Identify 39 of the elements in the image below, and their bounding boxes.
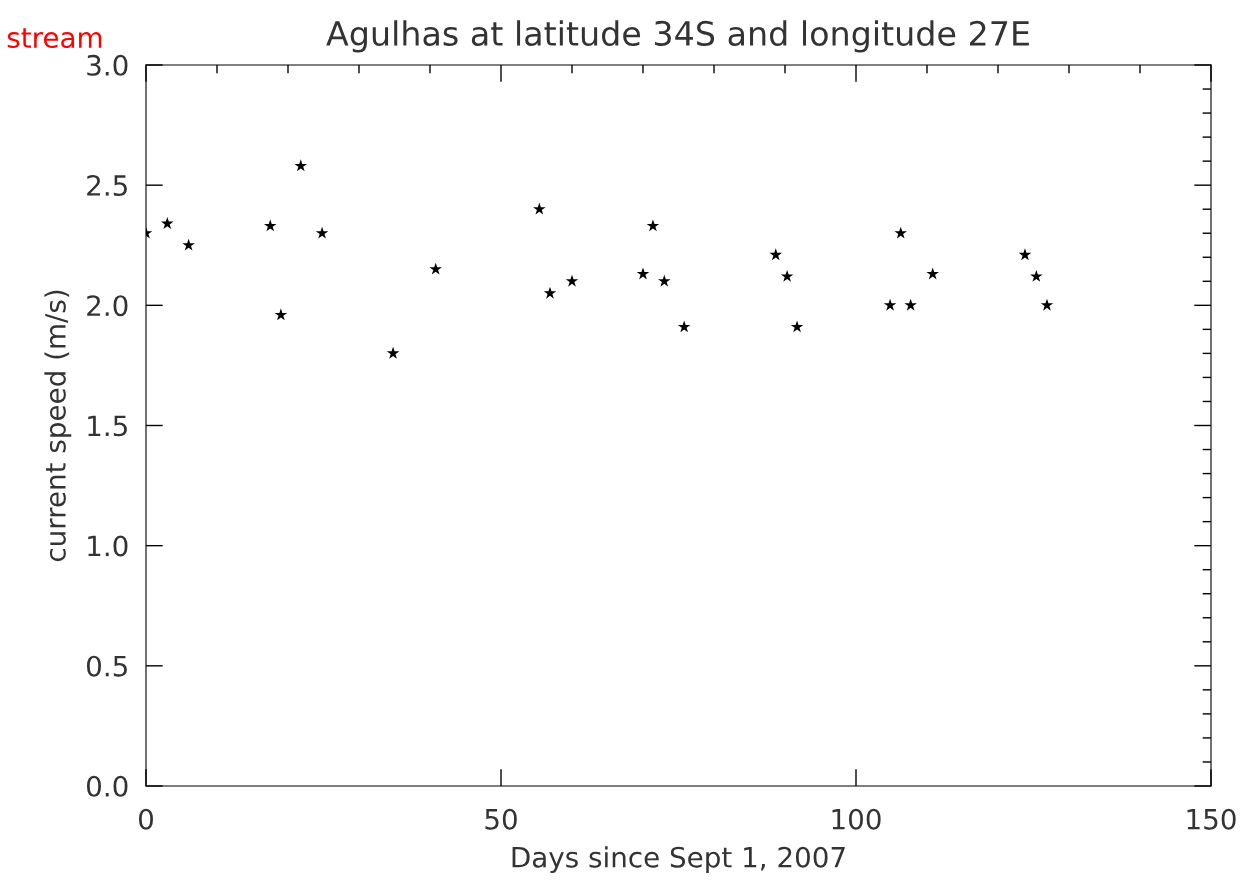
- point: [677, 320, 691, 333]
- point: [182, 238, 195, 251]
- point: [533, 202, 546, 215]
- point: [263, 219, 277, 232]
- point: [543, 286, 557, 299]
- x-tick-label: 50: [485, 808, 517, 830]
- x-tick-label: 100: [832, 808, 881, 830]
- point: [658, 274, 671, 287]
- y-tick-label: 0.0: [86, 775, 128, 797]
- point: [274, 308, 288, 321]
- point: [926, 267, 939, 280]
- x-axis-title: Days since Sept 1, 2007: [512, 846, 845, 874]
- y-tick-label: 1.0: [88, 535, 128, 557]
- point: [883, 298, 897, 311]
- x-tick-label: 150: [1187, 808, 1236, 830]
- point: [790, 320, 804, 333]
- point: [1040, 298, 1054, 311]
- point: [429, 262, 442, 275]
- x-tick-label: 0: [138, 808, 153, 830]
- y-tick-label: 3.0: [87, 54, 128, 76]
- point: [315, 226, 329, 239]
- point: [565, 274, 579, 287]
- text: stream: [7, 28, 102, 49]
- y-tick-label: 2.5: [87, 174, 127, 196]
- y-tick-label: 2.0: [87, 295, 128, 317]
- point: [646, 219, 660, 232]
- chart-title: Agulhas at latitude 34S and longitude 27E: [326, 20, 1029, 53]
- point: [294, 159, 308, 172]
- y-axis-title: current speed (m/s): [44, 290, 72, 562]
- point: [769, 248, 783, 261]
- point: [904, 298, 917, 311]
- y-tick-label: 0.5: [86, 655, 127, 677]
- point: [1030, 269, 1043, 282]
- point: [894, 226, 907, 239]
- y-tick-label: 1.5: [88, 415, 127, 437]
- point: [386, 346, 400, 359]
- point: [780, 269, 794, 282]
- point: [1018, 248, 1032, 261]
- point: [636, 267, 650, 280]
